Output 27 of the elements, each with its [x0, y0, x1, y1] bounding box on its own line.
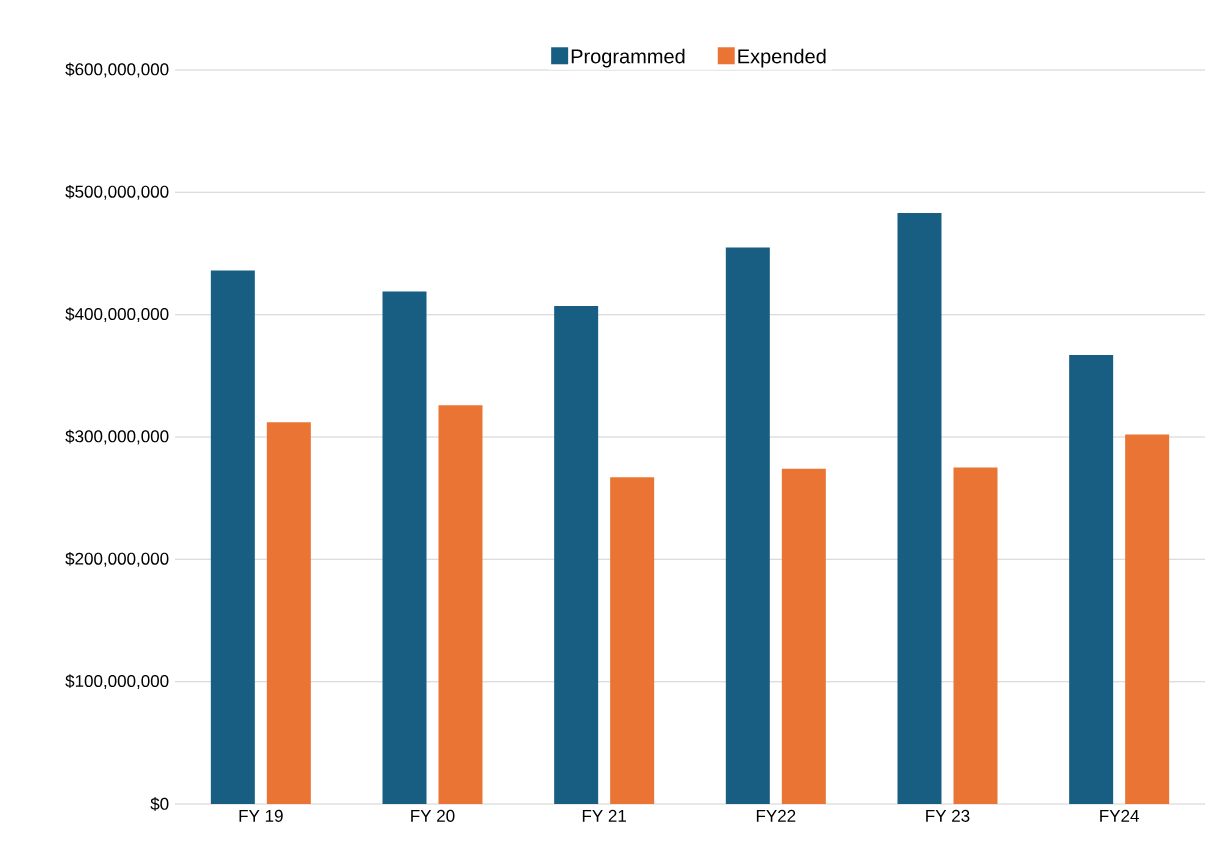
- bar: [953, 467, 998, 804]
- x-tick-label: FY22: [756, 809, 796, 822]
- legend-label: Expended: [738, 48, 826, 68]
- x-tick-label: FY 21: [582, 809, 626, 822]
- legend-label: Programmed: [571, 48, 685, 68]
- bar: [725, 247, 770, 804]
- bar: [382, 291, 427, 804]
- bar: [897, 213, 942, 804]
- bar: [438, 405, 483, 804]
- bar: [1069, 355, 1114, 804]
- bar: [610, 477, 655, 804]
- x-tick-label: FY 23: [926, 809, 970, 822]
- bar: [1125, 434, 1170, 804]
- bar: [210, 270, 255, 804]
- x-tick-label: FY 19: [239, 809, 283, 822]
- x-tick-label: FY 20: [411, 809, 455, 822]
- y-tick-label: $100,000,000: [65, 674, 169, 690]
- y-tick-label: $0: [150, 797, 169, 811]
- bar: [781, 468, 826, 804]
- bar: [266, 422, 311, 804]
- bar: [554, 306, 599, 804]
- y-tick-label: $500,000,000: [65, 184, 169, 200]
- y-tick-label: $300,000,000: [65, 429, 169, 445]
- y-tick-label: $400,000,000: [65, 307, 169, 323]
- y-tick-label: $600,000,000: [65, 62, 169, 78]
- x-tick-label: FY24: [1100, 809, 1139, 822]
- y-tick-label: $200,000,000: [65, 551, 169, 567]
